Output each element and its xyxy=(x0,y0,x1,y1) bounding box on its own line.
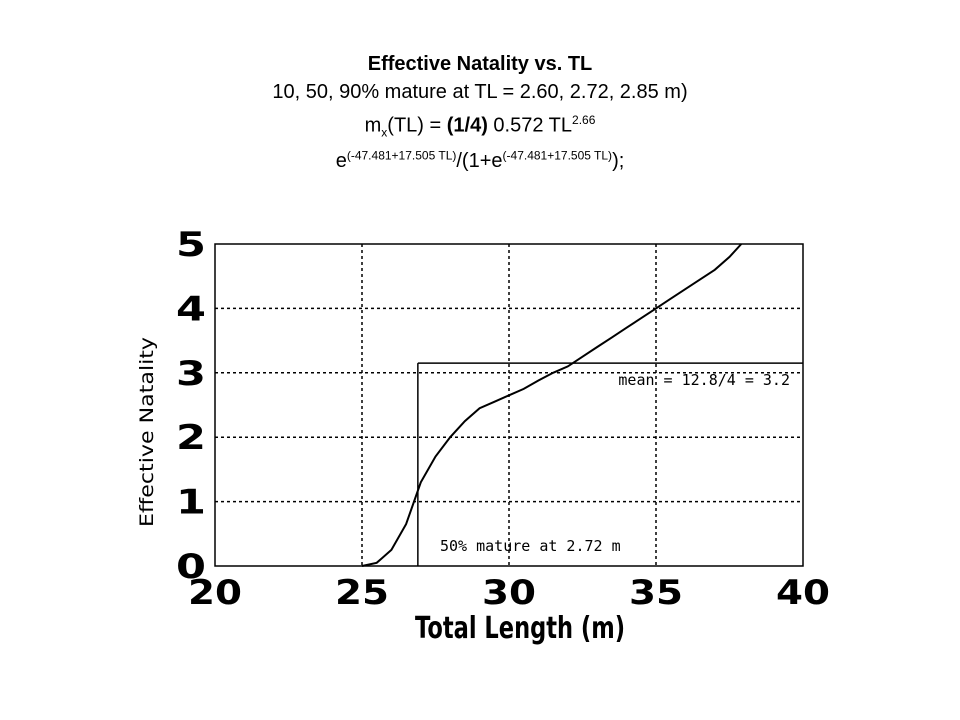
formula-exponent: 2.66 xyxy=(572,113,596,127)
y-axis-label: Effective Natality xyxy=(136,337,158,527)
plot-frame xyxy=(214,243,804,567)
y-tick-label-1: 1 xyxy=(176,483,206,523)
y-tick-label-3: 3 xyxy=(176,354,206,394)
x-tick-labels: 20 25 30 35 40 xyxy=(188,573,830,613)
y-tick-label-0: 0 xyxy=(176,547,206,587)
chart-subtitle: 10, 50, 90% mature at TL = 2.60, 2.72, 2… xyxy=(272,81,688,103)
chart-title-block: Effective Natality vs. TL 10, 50, 90% ma… xyxy=(0,50,960,175)
formula-line-1: mx(TL) = (1/4) 0.572 TL2.66 xyxy=(0,106,960,147)
grid-lines xyxy=(215,244,803,566)
mean-annotation: mean = 12.8/4 = 3.2 xyxy=(618,371,790,389)
y-tick-labels: 0 1 2 3 4 5 xyxy=(176,225,206,587)
formula-m: m xyxy=(364,114,382,137)
y-tick-label-4: 4 xyxy=(176,289,206,329)
formula-m-sub: x xyxy=(381,125,388,140)
formula-rest: 0.572 TL xyxy=(487,114,573,137)
maturity-annotation: 50% mature at 2.72 m xyxy=(440,537,621,555)
formula-e1: e xyxy=(335,149,347,172)
formula-mid: (TL) = xyxy=(387,114,447,137)
formula-bold: (1/4) xyxy=(446,114,488,137)
formula-mid2: /(1+e xyxy=(456,149,503,172)
x-tick-label-3: 35 xyxy=(629,573,683,613)
chart-title: Effective Natality vs. TL xyxy=(367,53,593,75)
natality-curve xyxy=(361,243,743,567)
x-axis-label: Total Length (m) xyxy=(415,611,625,646)
x-tick-label-0: 20 xyxy=(188,573,242,613)
reference-lines xyxy=(417,362,803,566)
formula-line-2: e(-47.481+17.505 TL)/(1+e(-47.481+17.505… xyxy=(0,147,960,175)
formula-exp2: (-47.481+17.505 TL) xyxy=(502,148,613,162)
formula-exp1: (-47.481+17.505 TL) xyxy=(346,148,457,162)
x-tick-label-1: 25 xyxy=(335,573,389,613)
x-tick-label-2: 30 xyxy=(482,573,536,613)
formula-end: ); xyxy=(612,149,625,172)
y-tick-label-2: 2 xyxy=(176,418,206,458)
x-tick-label-4: 40 xyxy=(776,573,830,613)
y-tick-label-5: 5 xyxy=(176,225,206,265)
